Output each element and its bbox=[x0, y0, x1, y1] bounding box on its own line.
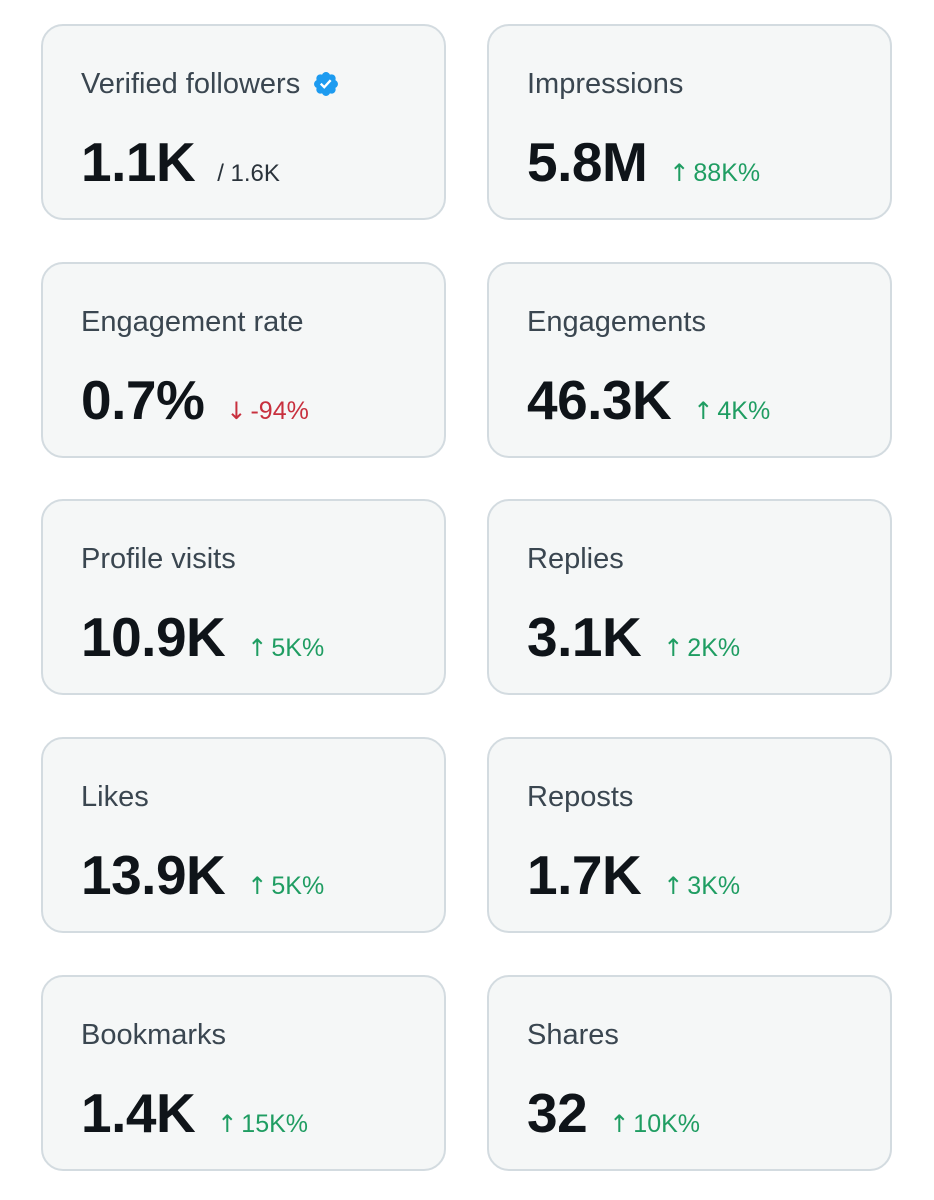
metric-label: Verified followers bbox=[81, 68, 301, 100]
metric-card-reposts[interactable]: Reposts 1.7K ↑ 3K% bbox=[487, 737, 892, 933]
arrow-up-icon: ↑ bbox=[609, 1110, 630, 1138]
metric-value-row: 1.1K / 1.6K bbox=[81, 130, 280, 194]
metric-value: 1.1K bbox=[81, 131, 196, 193]
arrow-down-icon: ↓ bbox=[226, 397, 247, 425]
metric-delta: ↓ -94% bbox=[226, 396, 308, 426]
metric-delta: ↑ 15K% bbox=[217, 1109, 308, 1139]
metric-label: Engagements bbox=[527, 306, 706, 338]
metric-label-wrap: Verified followers bbox=[81, 66, 340, 102]
metric-delta-value: 4K% bbox=[717, 397, 771, 425]
metric-card-engagements[interactable]: Engagements 46.3K ↑ 4K% bbox=[487, 262, 892, 458]
metric-value: 1.4K bbox=[81, 1082, 196, 1144]
metric-value: 1.7K bbox=[527, 844, 642, 906]
metric-delta: ↑ 2K% bbox=[663, 633, 740, 663]
metric-value-row: 1.4K ↑ 15K% bbox=[81, 1081, 308, 1145]
metric-delta-value: 3K% bbox=[687, 872, 741, 900]
metric-card-likes[interactable]: Likes 13.9K ↑ 5K% bbox=[41, 737, 446, 933]
metric-delta-value: 88K% bbox=[693, 159, 761, 187]
metric-value: 32 bbox=[527, 1082, 588, 1144]
metric-delta: ↑ 88K% bbox=[669, 158, 760, 188]
metric-card-engagement-rate[interactable]: Engagement rate 0.7% ↓ -94% bbox=[41, 262, 446, 458]
metric-delta-value: 15K% bbox=[241, 1110, 309, 1138]
metric-value-row: 5.8M ↑ 88K% bbox=[527, 130, 760, 194]
metric-value-row: 0.7% ↓ -94% bbox=[81, 368, 309, 432]
metric-label: Engagement rate bbox=[81, 306, 304, 338]
metric-value: 3.1K bbox=[527, 606, 642, 668]
metric-card-profile-visits[interactable]: Profile visits 10.9K ↑ 5K% bbox=[41, 499, 446, 695]
metric-value-row: 46.3K ↑ 4K% bbox=[527, 368, 770, 432]
metric-value: 0.7% bbox=[81, 369, 205, 431]
metric-card-impressions[interactable]: Impressions 5.8M ↑ 88K% bbox=[487, 24, 892, 220]
metric-delta: ↑ 5K% bbox=[247, 633, 324, 663]
metric-delta-value: 2K% bbox=[687, 634, 741, 662]
metric-value-row: 10.9K ↑ 5K% bbox=[81, 605, 324, 669]
metric-delta: ↑ 5K% bbox=[247, 871, 324, 901]
metric-label: Reposts bbox=[527, 781, 634, 813]
arrow-up-icon: ↑ bbox=[663, 872, 684, 900]
metric-total: / 1.6K bbox=[217, 160, 280, 187]
metric-value: 10.9K bbox=[81, 606, 226, 668]
metric-delta-value: 10K% bbox=[633, 1110, 701, 1138]
arrow-up-icon: ↑ bbox=[669, 159, 690, 187]
arrow-up-icon: ↑ bbox=[663, 634, 684, 662]
metric-delta-value: -94% bbox=[250, 397, 309, 425]
verified-badge-icon bbox=[312, 70, 340, 98]
metric-value-row: 32 ↑ 10K% bbox=[527, 1081, 700, 1145]
metric-value: 5.8M bbox=[527, 131, 648, 193]
metric-delta: ↑ 10K% bbox=[609, 1109, 700, 1139]
metric-delta-value: 5K% bbox=[271, 634, 325, 662]
metric-value-row: 1.7K ↑ 3K% bbox=[527, 843, 740, 907]
metric-label: Bookmarks bbox=[81, 1019, 227, 1051]
metric-value: 46.3K bbox=[527, 369, 672, 431]
arrow-up-icon: ↑ bbox=[217, 1110, 238, 1138]
metric-value: 13.9K bbox=[81, 844, 226, 906]
metric-delta: ↑ 4K% bbox=[693, 396, 770, 426]
metric-label: Profile visits bbox=[81, 543, 236, 575]
metric-delta-value: 5K% bbox=[271, 872, 325, 900]
arrow-up-icon: ↑ bbox=[693, 397, 714, 425]
metric-delta: ↑ 3K% bbox=[663, 871, 740, 901]
arrow-up-icon: ↑ bbox=[247, 872, 268, 900]
metric-label: Replies bbox=[527, 543, 624, 575]
metric-label: Impressions bbox=[527, 68, 684, 100]
arrow-up-icon: ↑ bbox=[247, 634, 268, 662]
metric-value-row: 13.9K ↑ 5K% bbox=[81, 843, 324, 907]
metric-label: Shares bbox=[527, 1019, 619, 1051]
metric-label: Likes bbox=[81, 781, 149, 813]
metric-value-row: 3.1K ↑ 2K% bbox=[527, 605, 740, 669]
metric-card-verified-followers[interactable]: Verified followers 1.1K / 1.6K bbox=[41, 24, 446, 220]
metric-card-shares[interactable]: Shares 32 ↑ 10K% bbox=[487, 975, 892, 1171]
metric-card-replies[interactable]: Replies 3.1K ↑ 2K% bbox=[487, 499, 892, 695]
metric-card-bookmarks[interactable]: Bookmarks 1.4K ↑ 15K% bbox=[41, 975, 446, 1171]
